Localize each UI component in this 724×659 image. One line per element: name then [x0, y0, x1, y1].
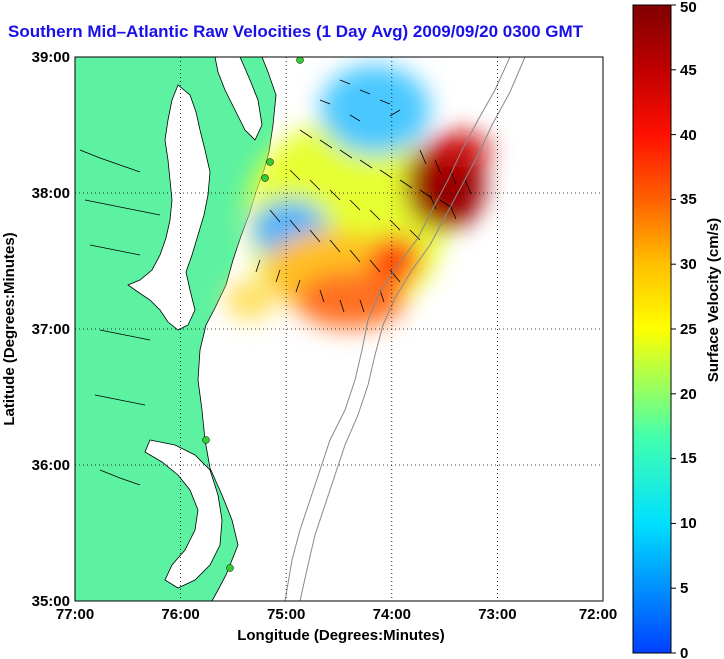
map-title: Southern Mid–Atlantic Raw Velocities (1 …: [8, 22, 584, 41]
colorbar-tick-label: 45: [680, 62, 697, 79]
y-tick-label: 36:00: [32, 457, 70, 474]
x-tick-label: 76:00: [161, 606, 199, 623]
x-tick-label: 75:00: [267, 606, 305, 623]
x-tick-label: 74:00: [373, 606, 411, 623]
colorbar-tick-label: 25: [680, 321, 697, 338]
colorbar-label: Surface Velocity (cm/s): [705, 218, 722, 382]
river-lines: [79, 149, 161, 486]
y-tick-label: 35:00: [32, 593, 70, 610]
y-tick-labels: 39:00 38:00 37:00 36:00 35:00: [32, 49, 70, 610]
y-tick-label: 38:00: [32, 185, 70, 202]
x-tick-labels: 77:00 76:00 75:00 74:00 73:00 72:00: [56, 606, 617, 623]
pamlico-sound: [144, 439, 223, 589]
station-marker: [202, 436, 210, 444]
colorbar-tick-label: 10: [680, 515, 697, 532]
colorbar-tick-label: 35: [680, 191, 697, 208]
x-tick-label: 73:00: [478, 606, 516, 623]
station-marker: [266, 158, 274, 166]
colorbar-tick-label: 30: [680, 256, 697, 273]
y-axis-label: Latitude (Degrees:Minutes): [1, 232, 18, 425]
bay-water: [127, 84, 211, 331]
colorbar-tick-label: 20: [680, 386, 697, 403]
x-axis-label: Longitude (Degrees:Minutes): [237, 627, 445, 644]
colorbar-tick-label: 5: [680, 580, 688, 597]
y-tick-label: 39:00: [32, 49, 70, 66]
bathymetry-contour: [284, 57, 511, 601]
colorbar-tick-label: 50: [680, 0, 697, 16]
x-tick-label: 77:00: [56, 606, 94, 623]
colorbar: [632, 4, 672, 654]
colorbar-tick-labels: 0 5 10 15 20 25 30 35 40 45 50: [680, 0, 697, 659]
station-markers: [202, 57, 304, 572]
map-grid: [75, 57, 603, 601]
station-marker: [261, 174, 269, 182]
delaware-bay: [214, 57, 263, 141]
colorbar-tick-label: 0: [680, 645, 688, 659]
colorbar-tick-label: 40: [680, 127, 697, 144]
y-tick-label: 37:00: [32, 321, 70, 338]
colorbar-ticks: [671, 4, 676, 654]
station-marker: [296, 57, 304, 64]
x-tick-label: 72:00: [579, 606, 617, 623]
plot-frame: [74, 56, 604, 602]
bathymetry-contour-2: [299, 57, 526, 601]
station-marker: [226, 564, 234, 572]
colorbar-tick-label: 15: [680, 450, 697, 467]
